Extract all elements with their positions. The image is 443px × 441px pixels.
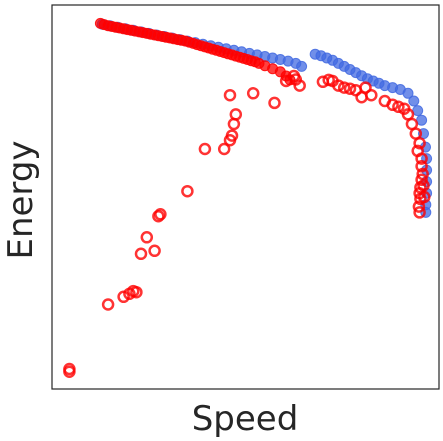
series-0-point-43 (408, 95, 420, 107)
series-2-point-10 (152, 209, 165, 223)
series-2-point-54 (417, 179, 430, 192)
series-2-point-38 (392, 100, 405, 114)
series-2-point-7 (134, 247, 148, 261)
series-2-point-9 (148, 244, 161, 258)
series-2-point-25 (289, 73, 303, 86)
series-2-point-1 (63, 362, 76, 376)
series-2-point-6 (130, 285, 143, 299)
series-2 (63, 69, 431, 378)
series-2-point-20 (246, 87, 260, 100)
plot-background (52, 5, 439, 389)
series-2-point-29 (332, 79, 345, 92)
series-2-point-53 (413, 206, 426, 219)
y-axis-label: Energy (1, 140, 41, 259)
series-2-point-37 (386, 98, 399, 112)
series-2-point-52 (412, 200, 426, 213)
series-2-point-8 (140, 231, 154, 244)
series-2-point-48 (415, 173, 428, 186)
series-2-point-2 (101, 298, 115, 311)
series-0-point-26 (296, 60, 308, 72)
series-2-point-16 (225, 129, 239, 142)
series-2-point-45 (415, 152, 428, 165)
series-2-point-13 (198, 142, 212, 156)
marks-layer (63, 17, 433, 378)
x-axis-label: Speed (192, 399, 299, 439)
series-2-point-31 (343, 82, 357, 95)
series-2-point-11 (154, 208, 167, 221)
series-2-point-14 (217, 142, 231, 156)
series-2-point-19 (223, 88, 237, 102)
series-2-point-18 (229, 108, 243, 121)
series-2-point-47 (416, 167, 429, 181)
series-0-point-42 (402, 87, 414, 99)
series-2-point-34 (359, 81, 372, 94)
series-2-point-30 (337, 81, 351, 94)
series-2-point-46 (415, 160, 428, 173)
plot-frame (51, 4, 440, 390)
series-2-point-55 (418, 190, 431, 204)
series-2-point-12 (181, 184, 194, 198)
series-2-point-43 (413, 136, 426, 150)
series-2-point-21 (268, 96, 281, 110)
series-2-point-35 (365, 88, 378, 102)
